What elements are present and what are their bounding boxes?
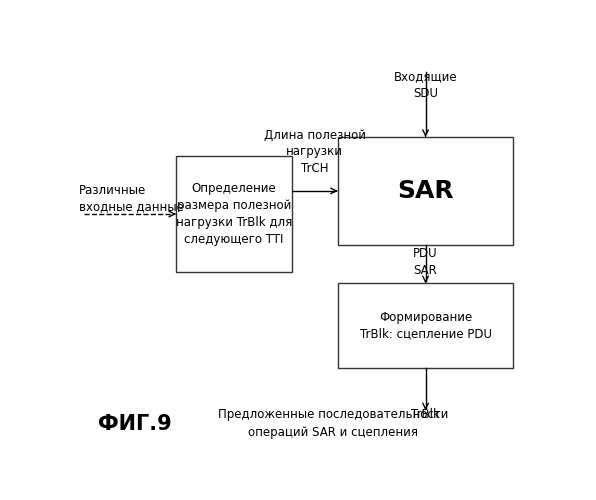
Text: Длина полезной
нагрузки
TrCH: Длина полезной нагрузки TrCH [263,128,366,176]
Text: TrBlk: TrBlk [411,408,440,422]
Text: Предложенные последовательности
операций SAR и сцепления: Предложенные последовательности операций… [218,408,448,440]
Text: Входящие
SDU: Входящие SDU [394,70,457,100]
Text: Формирование
TrBlk: сцепление PDU: Формирование TrBlk: сцепление PDU [359,310,492,340]
Bar [176,156,291,272]
Text: ФИГ.9: ФИГ.9 [98,414,172,434]
Bar [338,137,513,245]
Bar [338,284,513,368]
Text: SAR: SAR [397,179,454,203]
Text: Различные
входные данные: Различные входные данные [79,184,184,214]
Text: Определение
размера полезной
нагрузки TrBlk для
следующего TTI: Определение размера полезной нагрузки Tr… [176,182,292,246]
Text: PDU
SAR: PDU SAR [413,247,438,277]
